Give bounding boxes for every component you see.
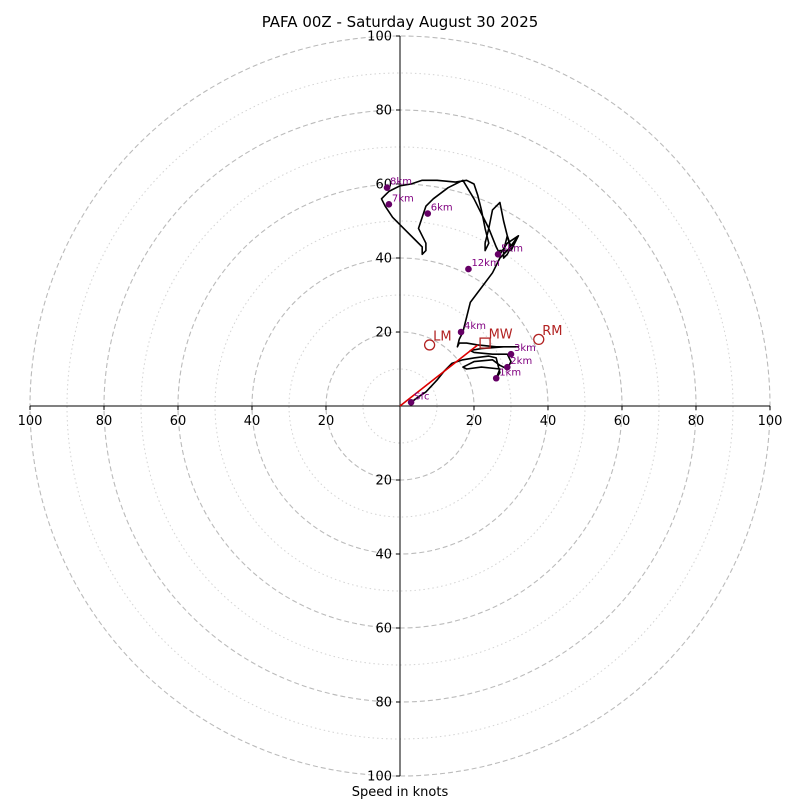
x-tick-label: 80 [688,414,705,429]
height-label-sfc: Sfc [414,391,429,402]
y-tick-label: 80 [375,104,392,119]
height-marker-3km [507,350,515,358]
y-tick-label: 100 [367,30,392,45]
height-marker-sfc [407,399,415,406]
height-label-3km: 3km [514,343,536,354]
shear-vector [399,344,479,407]
storm-motion-mw-label: MW [489,328,513,343]
height-marker-5km [494,251,502,258]
height-marker-6km [424,210,432,217]
x-tick-label: 40 [540,414,557,429]
x-tick-label: 100 [758,414,783,429]
height-label-5km: 5km [501,243,523,254]
wind-profile [380,179,520,407]
height-marker-1km [492,374,500,382]
wind-profile-line [380,179,520,403]
height-marker-7km [385,201,393,208]
height-label-1km: 1km [499,367,521,378]
y-tick-label: 20 [375,326,392,341]
x-tick-label: 80 [96,414,113,429]
y-tick-label: 60 [375,622,392,637]
tick-labels: 100 80 60 40 20 20 40 60 80 100100806040202040608… [18,30,783,785]
x-tick-label: 20 [466,414,483,429]
storm-motion-mw-marker [479,337,491,349]
height-label-4km: 4km [464,321,486,332]
height-marker-4km [457,328,465,336]
storm-motion-lm-marker [423,339,436,351]
storm-motions: LM MW RM [423,324,563,351]
height-label-12km: 12km [471,258,499,269]
x-tick-label: 60 [170,414,187,429]
x-tick-label: 100 [18,414,43,429]
height-label-8km: 8km [390,177,412,188]
storm-motion-lm-label: LM [433,329,451,344]
y-tick-label: 40 [375,548,392,563]
height-marker-2km [504,363,511,371]
y-tick-label: 40 [375,252,392,267]
x-tick-label: 40 [244,414,261,429]
storm-motion-rm-marker [533,333,545,346]
x-tick-label: 20 [318,414,335,429]
height-marker-8km [383,184,391,191]
y-tick-label: 80 [375,696,392,711]
y-tick-label: 100 [367,770,392,785]
height-label-6km: 6km [431,203,453,214]
y-tick-label: 20 [375,474,392,489]
storm-motion-rm-label: RM [542,324,562,339]
chart-title: PAFA 00Z - Saturday August 30 2025 [262,13,539,31]
x-axis-label: Speed in knots [352,785,449,800]
height-label-7km: 7km [392,193,414,204]
height-marker-12km [465,265,472,273]
height-label-2km: 2km [510,356,532,367]
x-tick-label: 60 [614,414,631,429]
